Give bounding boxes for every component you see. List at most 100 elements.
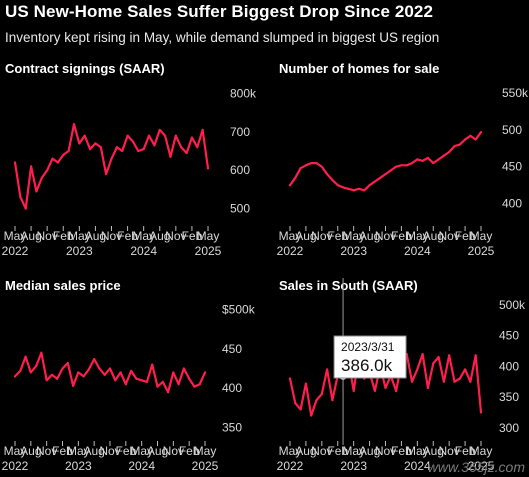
data-point (182, 367, 185, 370)
data-point (188, 377, 191, 380)
data-point (206, 167, 210, 170)
data-point (50, 373, 54, 376)
data-point (24, 207, 27, 210)
data-point (83, 134, 86, 137)
x-tick-label: May (194, 444, 217, 458)
data-point (426, 386, 430, 389)
series-line (13, 123, 210, 210)
x-tick-label: Nov (311, 229, 332, 243)
x-tick-label: Nov (311, 444, 332, 458)
x-tick-label: Feb (179, 444, 200, 458)
data-point (108, 367, 112, 370)
data-point (196, 146, 199, 149)
data-point (432, 161, 435, 165)
x-tick-label: Nov (101, 229, 122, 243)
x-tick-label: Nov (36, 444, 57, 458)
data-point (93, 357, 96, 361)
x-tick-label: May (470, 229, 493, 243)
x-tick-label: Aug (147, 444, 168, 458)
data-point (156, 385, 159, 388)
data-point (142, 148, 145, 151)
page-title: US New-Home Sales Suffer Biggest Drop Si… (5, 2, 434, 21)
x-tick-label: May (406, 444, 429, 458)
x-tick-label: Nov (375, 229, 396, 243)
x-tick-label: Aug (295, 229, 316, 243)
data-point (432, 362, 435, 365)
data-point (72, 123, 76, 126)
data-point (352, 389, 355, 393)
x-tick-label: Nov (375, 444, 396, 458)
data-point (121, 149, 124, 153)
data-point (395, 389, 398, 393)
data-point (45, 379, 48, 382)
y-tick-label: 800k (230, 87, 257, 101)
y-tick-label: 550k (502, 86, 529, 100)
data-point (140, 379, 143, 382)
x-tick-year-label: 2022 (277, 244, 304, 258)
x-tick-year-label: 2022 (277, 459, 304, 473)
data-point (19, 369, 22, 372)
x-tick-label: Feb (182, 229, 203, 243)
x-tick-label: May (279, 444, 302, 458)
data-point (131, 140, 135, 143)
x-tick-label: May (4, 229, 27, 243)
data-point (24, 355, 27, 358)
x-tick-year-label: 2024 (404, 244, 431, 258)
y-tick-label: 700 (230, 125, 250, 139)
data-point (469, 380, 472, 383)
data-point (474, 354, 477, 357)
y-tick-label: 450 (499, 329, 519, 343)
data-point (474, 138, 477, 141)
x-tick-label: Nov (438, 229, 459, 243)
series-line (288, 131, 483, 192)
x-tick-label: Aug (20, 444, 41, 458)
data-point (193, 385, 196, 388)
x-tick-label: Nov (36, 229, 57, 243)
y-tick-label: 350 (222, 421, 242, 435)
panel-title: Number of homes for sale (279, 61, 439, 76)
data-point (442, 380, 445, 383)
x-tick-year-label: 2025 (195, 244, 222, 258)
data-point (29, 371, 32, 374)
data-point (400, 164, 403, 167)
data-point (458, 143, 461, 146)
panel-title: Median sales price (5, 278, 121, 293)
x-tick-label: Aug (423, 444, 444, 458)
data-point (448, 354, 451, 357)
data-point (352, 189, 355, 192)
data-point (94, 142, 97, 145)
y-tick-label: 500 (502, 123, 522, 137)
x-tick-label: Feb (117, 229, 138, 243)
panel-title: Contract signings (SAAR) (5, 61, 165, 76)
data-point (304, 164, 308, 167)
x-tick-label: May (470, 444, 493, 458)
data-point (185, 151, 188, 155)
data-point (110, 157, 113, 160)
data-point (135, 377, 138, 380)
data-point (203, 371, 207, 374)
data-point (463, 368, 467, 371)
data-point (114, 379, 117, 382)
x-tick-label: May (279, 229, 302, 243)
x-tick-label: Feb (455, 229, 476, 243)
data-point (469, 134, 472, 137)
data-point (105, 172, 108, 176)
data-point (336, 184, 339, 187)
data-point (87, 368, 90, 371)
data-point (410, 161, 414, 165)
data-point (201, 128, 204, 132)
x-tick-year-label: 2023 (340, 244, 367, 258)
x-tick-year-label: 2023 (65, 459, 92, 473)
data-point (78, 142, 81, 145)
x-tick-label: May (68, 229, 91, 243)
data-point (177, 383, 180, 386)
data-point (341, 186, 345, 189)
data-point (458, 377, 461, 380)
data-point (198, 383, 201, 386)
data-point (56, 377, 59, 380)
data-point (29, 165, 33, 168)
data-point (310, 414, 313, 417)
y-tick-label: 450 (502, 160, 522, 174)
data-point (463, 138, 467, 141)
data-point (315, 399, 318, 402)
